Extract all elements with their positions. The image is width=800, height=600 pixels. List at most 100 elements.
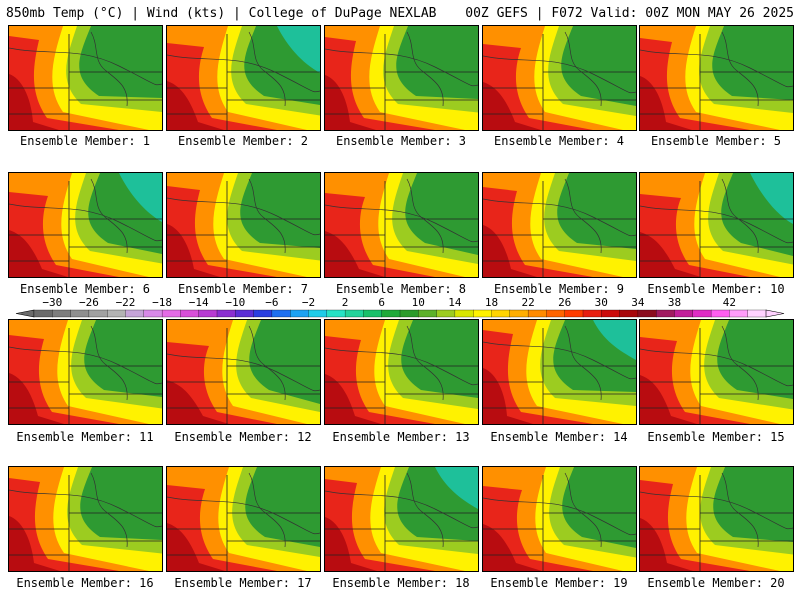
ensemble-member-label: Ensemble Member: 8 [335,282,467,296]
colorbar-segment [674,309,694,318]
colorbar-tick-label: 10 [412,296,425,309]
ensemble-member-label: Ensemble Member: 13 [332,430,470,444]
ensemble-map-panel [166,466,321,572]
colorbar-tick-label: −30 [42,296,62,309]
colorbar-tick-label: −6 [265,296,278,309]
temperature-map [325,26,478,130]
ensemble-map-panel [639,172,794,278]
colorbar-segment [216,309,236,318]
ensemble-member-label: Ensemble Member: 17 [174,576,312,590]
temperature-map [640,26,793,130]
ensemble-member-label: Ensemble Member: 12 [174,430,312,444]
colorbar-segment [344,309,364,318]
ensemble-map-panel [482,466,637,572]
ensemble-member-label: Ensemble Member: 3 [335,134,467,148]
colorbar-segment [308,309,328,318]
temperature-colorbar: −30 −26 −22 −18 −14 −10 −6 −2 2 6 10 14 18 22 26 30 34 38… [15,296,785,318]
colorbar-tick-label: 2 [342,296,349,309]
temperature-map [167,173,320,277]
ensemble-map-panel [639,466,794,572]
ensemble-member-label: Ensemble Member: 5 [650,134,782,148]
temperature-map [640,320,793,424]
temperature-map [483,26,636,130]
colorbar-tick-label: −18 [152,296,172,309]
colorbar-segment [290,309,309,318]
ensemble-map-panel [482,172,637,278]
temperature-map [640,467,793,571]
ensemble-member-label: Ensemble Member: 7 [177,282,309,296]
temperature-map [483,320,636,424]
colorbar-tick-label: −22 [116,296,136,309]
colorbar-segment [271,309,291,318]
colorbar-segment [473,309,492,318]
ensemble-map-panel [8,172,163,278]
colorbar-tick-label: −10 [225,296,245,309]
temperature-map [9,320,162,424]
ensemble-member-label: Ensemble Member: 15 [647,430,785,444]
temperature-map [325,467,478,571]
colorbar-tick-label: −26 [79,296,99,309]
temperature-map [9,173,162,277]
colorbar-segment [180,309,200,318]
ensemble-member-label: Ensemble Member: 20 [647,576,785,590]
colorbar-segment [637,309,657,318]
temperature-map [483,173,636,277]
ensemble-map-panel [639,319,794,425]
temperature-map [167,320,320,424]
temperature-map [167,26,320,130]
ensemble-map-panel [482,319,637,425]
ensemble-member-label: Ensemble Member: 2 [177,134,309,148]
ensemble-member-label: Ensemble Member: 4 [493,134,625,148]
ensemble-member-label: Ensemble Member: 9 [493,282,625,296]
colorbar-segment [52,309,72,318]
ensemble-member-label: Ensemble Member: 14 [490,430,628,444]
ensemble-member-label: Ensemble Member: 1 [19,134,151,148]
colorbar-segment [418,309,438,318]
colorbar-segment [656,309,675,318]
ensemble-map-panel [166,172,321,278]
colorbar-segment [33,309,53,318]
ensemble-map-panel [8,25,163,131]
colorbar-segment [491,309,511,318]
ensemble-map-panel [482,25,637,131]
colorbar-segment [509,309,529,318]
colorbar-segment [253,309,273,318]
colorbar-segment [70,309,90,318]
colorbar-segment [436,309,456,318]
colorbar-tick-label: 30 [595,296,608,309]
colorbar-segment [582,309,602,318]
ensemble-map-panel [166,319,321,425]
colorbar-segment [143,309,163,318]
colorbar-tick-label: −14 [189,296,209,309]
ensemble-member-label: Ensemble Member: 18 [332,576,470,590]
temperature-map [325,173,478,277]
colorbar-tick-label: 34 [631,296,645,309]
temperature-map [640,173,793,277]
colorbar-segment [710,309,730,318]
ensemble-member-label: Ensemble Member: 11 [16,430,154,444]
colorbar-tick-label: 22 [521,296,534,309]
colorbar-segment [88,309,108,318]
colorbar-segment [619,309,639,318]
colorbar-tick-label: 14 [448,296,462,309]
colorbar-tick-label: 6 [378,296,385,309]
colorbar-segment [692,309,712,318]
colorbar-segment [527,309,547,318]
ensemble-map-panel [639,25,794,131]
colorbar-segment [107,309,126,318]
colorbar-segment [363,309,383,318]
colorbar-tick-label: −2 [302,296,315,309]
ensemble-member-label: Ensemble Member: 10 [647,282,785,296]
map-title: 850mb Temp (°C) | Wind (kts) | College o… [6,6,437,21]
ensemble-map-panel [324,172,479,278]
colorbar-tick-label: 26 [558,296,571,309]
ensemble-map-panel [8,466,163,572]
ensemble-map-panel [324,466,479,572]
colorbar-segment [601,309,621,318]
colorbar-tick-label: 38 [668,296,681,309]
colorbar-segment [546,309,566,318]
temperature-map [483,467,636,571]
temperature-map [9,26,162,130]
ensemble-map-panel [166,25,321,131]
colorbar-segment [454,309,474,318]
